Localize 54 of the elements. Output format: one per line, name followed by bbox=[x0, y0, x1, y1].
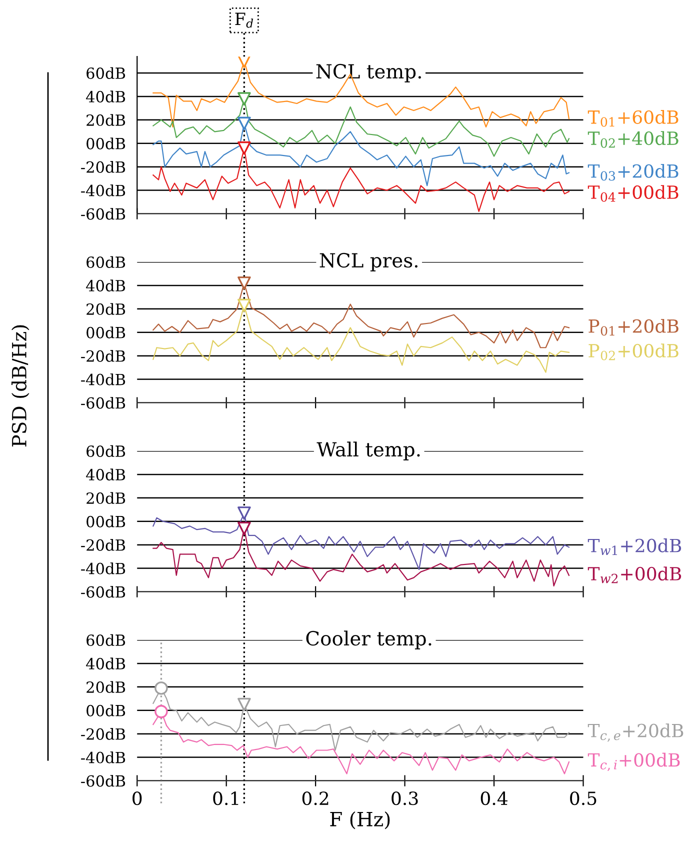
y-tick-label: 20dB bbox=[86, 492, 126, 504]
y-tick-label: 20dB bbox=[86, 303, 126, 315]
y-tick-label: -20dB bbox=[81, 728, 126, 740]
y-tick-label: -20dB bbox=[81, 539, 126, 551]
chart-title: Cooler temp. bbox=[306, 630, 432, 650]
y-tick-label: -60dB bbox=[81, 208, 126, 220]
point bbox=[154, 681, 168, 695]
y-tick-label: 00dB bbox=[86, 326, 126, 338]
x-tick-label: 0.3 bbox=[392, 791, 418, 806]
y-tick-label: -20dB bbox=[81, 161, 126, 173]
y-tick-label: 60dB bbox=[86, 256, 126, 268]
y-tick-label: 20dB bbox=[86, 681, 126, 693]
x-tick-label: 0 bbox=[132, 791, 142, 806]
x-tick-label: 0.1 bbox=[213, 791, 238, 806]
y-tick-label: 60dB bbox=[86, 634, 126, 646]
y-tick-label: 40dB bbox=[86, 658, 126, 670]
x-tick-label: 0.5 bbox=[570, 791, 596, 806]
y-tick-label: -60dB bbox=[81, 586, 126, 598]
y-tick-label: -20dB bbox=[81, 350, 126, 362]
series-label: T$_{04}$+00dB bbox=[588, 185, 678, 202]
y-tick-label: 00dB bbox=[86, 138, 126, 150]
chart-title: NCL pres. bbox=[320, 252, 418, 272]
chart-title: Wall temp. bbox=[316, 442, 420, 460]
series-label: T$_{c,e}$+20dB bbox=[588, 723, 684, 742]
x-tick-label: 0.2 bbox=[302, 791, 328, 806]
y-tick-label: -40dB bbox=[81, 373, 126, 386]
y-tick-label: 00dB bbox=[86, 516, 126, 528]
y-tick-label: 00dB bbox=[86, 704, 126, 716]
series-label: P$_{02}$+00dB bbox=[588, 344, 678, 360]
series-label: T$_{w1}$+20dB bbox=[588, 538, 682, 555]
y-tick-label: -60dB bbox=[81, 774, 126, 787]
y-tick-label: -40dB bbox=[81, 562, 126, 574]
x-tick-label: 0.4 bbox=[480, 791, 508, 806]
series-label: T$_{c,i}$+00dB bbox=[588, 752, 680, 772]
y-tick-label: 20dB bbox=[86, 114, 126, 126]
series-label: P$_{01}$+20dB bbox=[588, 318, 678, 336]
y-tick-label: 40dB bbox=[86, 280, 126, 292]
point bbox=[238, 698, 251, 712]
y-axis-title: PSD (dB/Hz) bbox=[11, 325, 30, 447]
y-tick-label: -40dB bbox=[81, 184, 126, 196]
series-label: T$_{01}$+60dB bbox=[588, 110, 678, 127]
y-tick-label: 40dB bbox=[86, 90, 126, 102]
series-label: T$_{w2}$+00dB bbox=[588, 566, 682, 584]
y-tick-label: -60dB bbox=[81, 396, 126, 409]
y-tick-label: 40dB bbox=[86, 468, 126, 480]
ref-line-label: F$_{d}$ bbox=[235, 12, 254, 28]
series-label: T$_{02}$+40dB bbox=[588, 131, 678, 148]
y-tick-label: 60dB bbox=[86, 445, 126, 458]
y-tick-label: -40dB bbox=[81, 751, 126, 764]
series-label: T$_{03}$+20dB bbox=[588, 164, 678, 181]
x-axis-title: F (Hz) bbox=[330, 811, 390, 830]
y-tick-label: 60dB bbox=[86, 67, 126, 80]
chart-title: NCL temp. bbox=[316, 64, 421, 82]
point bbox=[154, 704, 168, 718]
